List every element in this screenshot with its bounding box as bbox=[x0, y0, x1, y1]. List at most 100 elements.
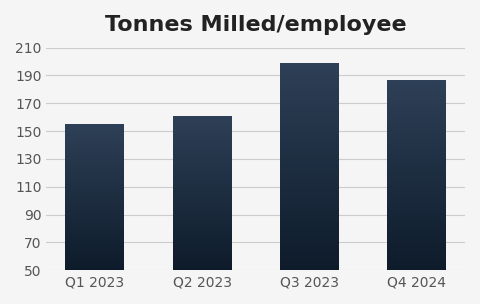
Bar bbox=[280, 212, 339, 214]
Bar bbox=[65, 258, 124, 260]
Bar bbox=[387, 266, 446, 268]
Bar bbox=[173, 130, 231, 131]
Bar bbox=[65, 244, 124, 245]
Bar bbox=[387, 181, 446, 182]
Bar bbox=[173, 122, 231, 123]
Bar bbox=[65, 188, 124, 190]
Bar bbox=[387, 81, 446, 84]
Bar bbox=[65, 129, 124, 130]
Bar bbox=[387, 236, 446, 238]
Bar bbox=[280, 117, 339, 119]
Bar bbox=[280, 266, 339, 268]
Bar bbox=[280, 185, 339, 187]
Bar bbox=[280, 96, 339, 98]
Bar bbox=[387, 84, 446, 85]
Bar bbox=[173, 222, 231, 224]
Bar bbox=[173, 232, 231, 233]
Bar bbox=[65, 225, 124, 226]
Bar bbox=[65, 145, 124, 146]
Bar bbox=[280, 181, 339, 183]
Bar bbox=[65, 228, 124, 229]
Bar bbox=[65, 168, 124, 169]
Bar bbox=[280, 187, 339, 189]
Bar bbox=[387, 139, 446, 141]
Bar bbox=[65, 159, 124, 161]
Bar bbox=[65, 126, 124, 127]
Bar bbox=[387, 104, 446, 106]
Bar bbox=[280, 75, 339, 78]
Bar bbox=[280, 113, 339, 115]
Bar bbox=[65, 153, 124, 155]
Bar bbox=[65, 140, 124, 142]
Bar bbox=[387, 259, 446, 261]
Bar bbox=[65, 254, 124, 256]
Bar bbox=[387, 154, 446, 156]
Bar bbox=[173, 192, 231, 193]
Bar bbox=[65, 165, 124, 167]
Bar bbox=[280, 131, 339, 133]
Bar bbox=[173, 230, 231, 232]
Bar bbox=[280, 264, 339, 266]
Bar bbox=[65, 136, 124, 137]
Bar bbox=[65, 234, 124, 235]
Bar bbox=[387, 209, 446, 211]
Bar bbox=[387, 261, 446, 263]
Bar bbox=[173, 185, 231, 187]
Bar bbox=[173, 168, 231, 170]
Bar bbox=[65, 142, 124, 143]
Bar bbox=[173, 229, 231, 230]
Bar bbox=[65, 200, 124, 202]
Bar bbox=[280, 98, 339, 100]
Bar bbox=[280, 237, 339, 239]
Bar bbox=[280, 268, 339, 270]
Bar bbox=[65, 181, 124, 182]
Bar bbox=[65, 199, 124, 200]
Bar bbox=[65, 251, 124, 253]
Bar bbox=[65, 238, 124, 240]
Bar bbox=[387, 99, 446, 101]
Bar bbox=[387, 110, 446, 112]
Bar bbox=[280, 129, 339, 131]
Bar bbox=[173, 252, 231, 253]
Bar bbox=[387, 251, 446, 253]
Bar bbox=[280, 90, 339, 92]
Bar bbox=[280, 169, 339, 171]
Bar bbox=[65, 197, 124, 199]
Bar bbox=[173, 253, 231, 255]
Bar bbox=[65, 223, 124, 225]
Bar bbox=[280, 243, 339, 245]
Bar bbox=[173, 238, 231, 239]
Bar bbox=[173, 259, 231, 261]
Bar bbox=[387, 232, 446, 234]
Bar bbox=[280, 251, 339, 254]
Bar bbox=[280, 86, 339, 88]
Bar bbox=[173, 216, 231, 218]
Bar bbox=[280, 152, 339, 154]
Bar bbox=[173, 218, 231, 219]
Bar bbox=[173, 224, 231, 225]
Bar bbox=[173, 145, 231, 147]
Bar bbox=[173, 201, 231, 202]
Bar bbox=[173, 151, 231, 153]
Bar bbox=[173, 242, 231, 244]
Bar bbox=[173, 233, 231, 235]
Bar bbox=[387, 169, 446, 171]
Bar bbox=[65, 203, 124, 205]
Bar bbox=[65, 256, 124, 257]
Bar bbox=[173, 213, 231, 215]
Bar bbox=[173, 154, 231, 156]
Bar bbox=[173, 120, 231, 122]
Bar bbox=[173, 140, 231, 142]
Bar bbox=[173, 184, 231, 185]
Bar bbox=[173, 162, 231, 164]
Bar bbox=[280, 200, 339, 202]
Bar bbox=[387, 202, 446, 203]
Bar bbox=[173, 170, 231, 171]
Bar bbox=[280, 81, 339, 84]
Bar bbox=[65, 175, 124, 177]
Bar bbox=[387, 114, 446, 116]
Bar bbox=[65, 143, 124, 145]
Bar bbox=[387, 213, 446, 215]
Bar bbox=[65, 229, 124, 231]
Bar bbox=[387, 198, 446, 200]
